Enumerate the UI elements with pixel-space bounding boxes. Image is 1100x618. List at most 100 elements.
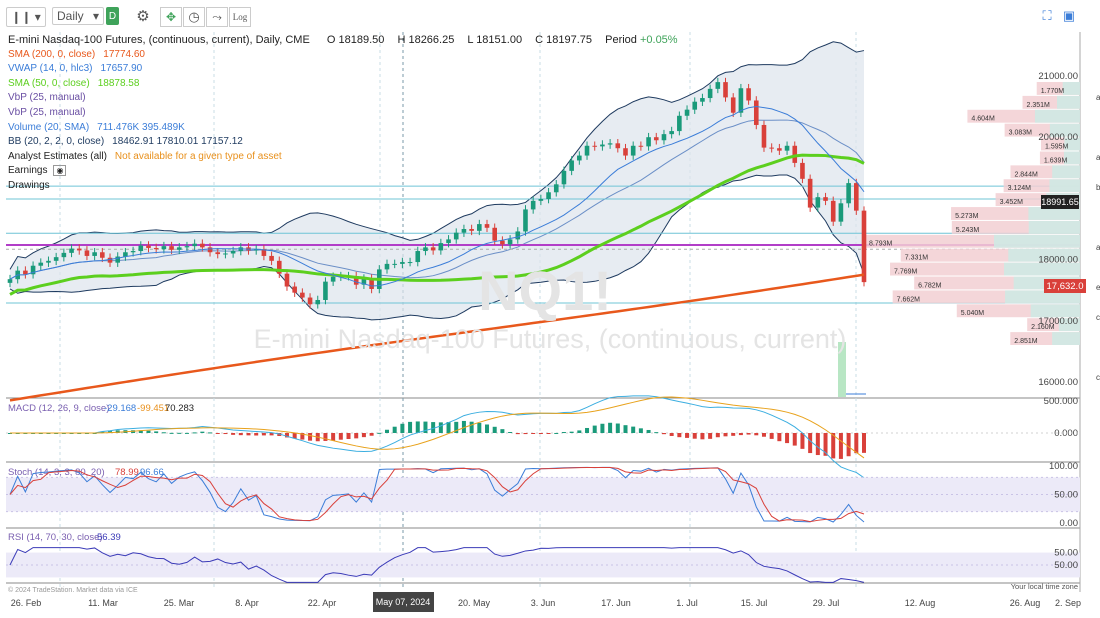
macd-histogram-bar <box>677 433 682 438</box>
volume-profile-label: 5.243M <box>956 227 980 234</box>
candle-body <box>715 82 721 89</box>
close-value: 18197.75 <box>546 34 593 46</box>
legend-item[interactable]: Earnings ◉ <box>8 164 678 179</box>
candle-body <box>723 82 728 98</box>
candle-body <box>738 88 744 113</box>
eye-icon[interactable]: ◉ <box>53 165 67 177</box>
legend-item[interactable]: SMA (200, 0, close) 17774.60 <box>8 48 678 63</box>
chart-title: E-mini Nasdaq-100 Futures, (continuous, … <box>8 34 310 46</box>
interval-select[interactable]: Daily ▾ <box>52 7 104 25</box>
period-label: Period <box>605 34 637 46</box>
candle-body <box>453 232 459 240</box>
macd-histogram-bar <box>300 433 305 440</box>
candle-body <box>638 145 644 147</box>
macd-histogram-bar <box>608 422 613 433</box>
volume-profile-label: 5.273M <box>955 213 979 220</box>
candle-body <box>569 160 574 171</box>
macd-histogram-bar <box>254 433 259 436</box>
chevron-down-icon: ▾ <box>92 9 99 23</box>
candle-body <box>330 276 336 282</box>
candle-body <box>261 249 267 256</box>
candle-body <box>769 147 774 149</box>
macd-histogram-bar <box>323 433 328 441</box>
legend-item[interactable]: VbP (25, manual) <box>8 106 678 121</box>
legend-label: Volume (20, SMA) <box>8 121 90 133</box>
close-label: C <box>535 34 544 46</box>
volume-profile-bar-up <box>1005 290 1080 304</box>
open-value: 18189.50 <box>338 34 385 46</box>
candle-body <box>630 145 636 156</box>
candle-body <box>400 262 405 264</box>
legend-item[interactable]: Analyst Estimates (all) Not available for… <box>8 150 678 165</box>
rsi-value: 56.39 <box>97 532 121 543</box>
macd-histogram-bar <box>638 428 643 433</box>
bar-type-button[interactable]: ❙❙ ▾ <box>6 7 46 27</box>
clock-icon[interactable]: ◷ <box>183 7 205 27</box>
macd-histogram-bar <box>508 431 513 433</box>
price-axis-side-label: a <box>1096 243 1100 252</box>
candle-body <box>415 251 421 263</box>
candle-body <box>615 143 621 149</box>
legend-item[interactable]: Drawings <box>8 179 678 194</box>
high-value: 18266.25 <box>408 34 455 46</box>
candle-body <box>69 248 74 253</box>
macd-histogram-bar <box>531 433 536 434</box>
bollinger-upper-line <box>9 41 865 270</box>
legend-item[interactable]: Volume (20, SMA) 711.476K 395.489K <box>8 121 678 136</box>
log-scale-icon[interactable]: Log <box>229 7 251 27</box>
candle-body <box>492 227 498 241</box>
candle-body <box>846 183 851 204</box>
interval-label: Daily <box>57 9 84 23</box>
candle-body <box>600 144 605 147</box>
legend-label: Drawings <box>8 179 50 191</box>
legend-item[interactable]: VbP (25, manual) <box>8 91 678 106</box>
candle-body <box>192 243 197 247</box>
macd-histogram-bar <box>284 433 289 438</box>
volume-profile-label: 2.851M <box>1014 338 1038 345</box>
drawing-tool-icon[interactable]: ⤳ <box>206 7 228 27</box>
macd-histogram-bar <box>477 422 482 433</box>
legend-item[interactable]: BB (20, 2, 2, 0, close) 18462.91 17810.01… <box>8 135 678 150</box>
line-price-value: 18991.65 <box>1041 197 1079 207</box>
macd-histogram-bar <box>400 423 405 433</box>
volume-profile-bar-up <box>1064 137 1080 151</box>
volume-profile-bar-up <box>1052 332 1080 345</box>
macd-histogram-bar <box>384 429 389 433</box>
fullscreen-icon[interactable]: ⛶ <box>1042 8 1052 23</box>
candle-body <box>677 115 682 132</box>
candle-body <box>253 249 259 251</box>
macd-histogram-bar <box>585 427 590 433</box>
price-tick-label: 16000.00 <box>1038 377 1078 388</box>
crosshair-icon[interactable]: ✥ <box>160 7 182 27</box>
candle-body <box>784 145 790 151</box>
legend-item[interactable]: VWAP (14, 0, hlc3) 17657.90 <box>8 62 678 77</box>
volume-profile-label: 2.844M <box>1014 171 1038 178</box>
x-axis-tick-label: 22. Apr <box>308 598 337 608</box>
macd-histogram-bar <box>161 432 166 434</box>
legend-item[interactable]: SMA (50, 0, close) 18878.58 <box>8 77 678 92</box>
price-tick-label: 20000.00 <box>1038 132 1078 143</box>
x-axis-tick-label: 3. Jun <box>531 598 556 608</box>
macd-histogram-bar <box>115 430 120 433</box>
macd-histogram-bar <box>715 433 720 438</box>
price-axis-side-label: c <box>1096 313 1100 322</box>
volume-profile-bar-up <box>1030 304 1080 318</box>
stoch-d-value: 96.66 <box>140 467 164 478</box>
volume-profile-label: 6.782M <box>918 282 942 289</box>
camera-icon[interactable]: ▣ <box>1062 8 1076 23</box>
candle-body <box>800 162 805 179</box>
volume-bar <box>838 342 846 397</box>
legend-values: 18878.58 <box>97 77 140 89</box>
candle-body <box>315 299 321 305</box>
macd-histogram-bar <box>700 433 705 440</box>
daily-badge[interactable]: D <box>106 7 119 25</box>
volume-profile-bar-up <box>1058 318 1080 332</box>
macd-histogram-bar <box>831 433 836 459</box>
volume-profile-label: 3.083M <box>1009 130 1033 137</box>
volume-profile-label: 4.604M <box>971 116 995 123</box>
settings-icon[interactable]: ⚙ <box>136 8 150 25</box>
toolbar: ❙❙ ▾ Daily ▾ D ⚙ ✥ ◷ ⤳ Log ⛶ ▣ <box>0 0 1100 32</box>
macd-histogram-bar <box>523 433 528 435</box>
volume-profile-bar-up <box>1049 123 1080 137</box>
